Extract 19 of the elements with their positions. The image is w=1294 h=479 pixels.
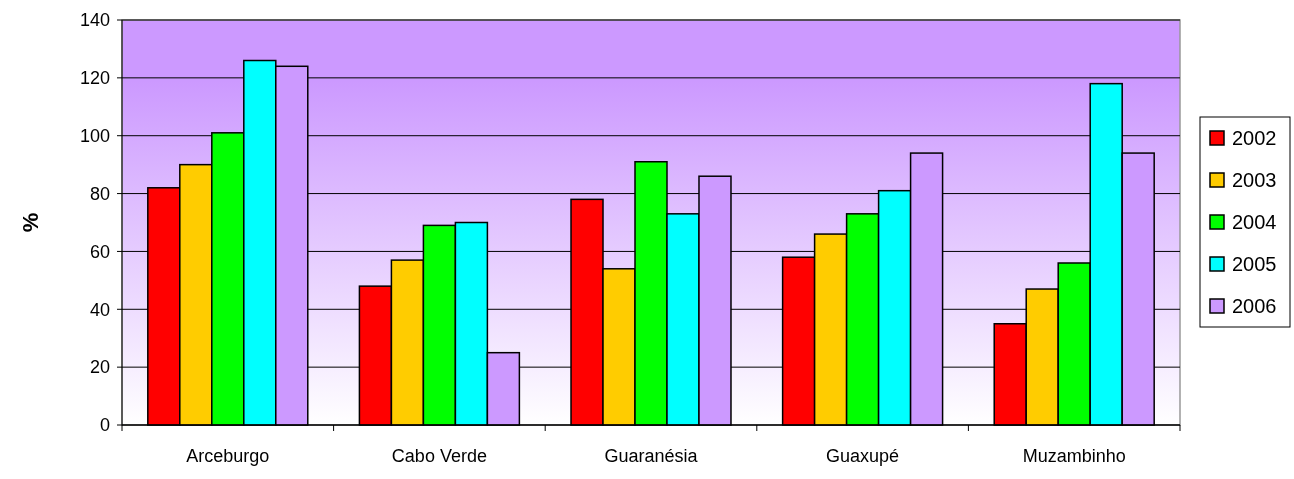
- y-tick-label: 80: [89, 183, 110, 204]
- y-tick-label: 0: [99, 415, 110, 436]
- legend-label: 2002: [1232, 127, 1277, 149]
- y-tick-label: 120: [79, 68, 110, 89]
- legend-label: 2005: [1232, 253, 1277, 275]
- y-tick-label: 100: [79, 126, 110, 147]
- x-tick-label: Guaranésia: [604, 446, 699, 466]
- x-tick-label: Muzambinho: [1022, 446, 1126, 466]
- legend-label: 2003: [1232, 169, 1277, 191]
- y-tick-label: 40: [89, 299, 110, 320]
- y-axis-title: %: [17, 212, 43, 233]
- x-tick-label: Arceburgo: [186, 446, 270, 466]
- x-tick-label: Guaxupé: [826, 446, 900, 466]
- y-tick-label: 20: [89, 357, 110, 378]
- x-tick-label: Cabo Verde: [391, 446, 487, 466]
- legend-label: 2006: [1232, 295, 1277, 317]
- y-tick-label: 140: [79, 10, 110, 31]
- y-tick-label: 60: [89, 241, 110, 262]
- legend-label: 2004: [1232, 211, 1277, 233]
